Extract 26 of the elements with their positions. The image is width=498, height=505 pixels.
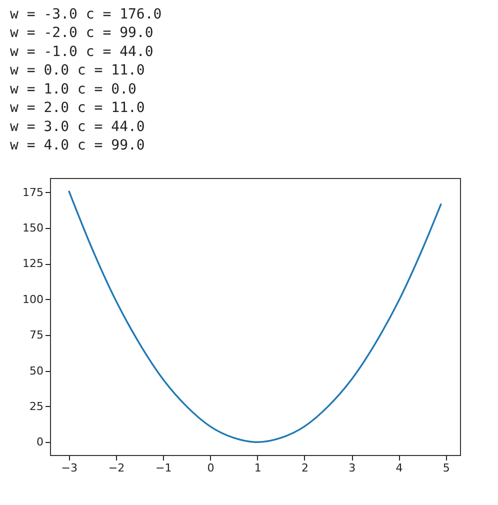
text: w = -1.0 c = 44.0	[10, 44, 154, 60]
x-tick-label: 5	[442, 462, 450, 474]
text: w = 4.0 c = 99.0	[10, 138, 145, 154]
x-tick-label: 0	[207, 462, 214, 474]
text: w = 3.0 c = 44.0	[10, 118, 145, 135]
x-tick-label: 2	[301, 462, 308, 474]
y-tick-label: 100	[22, 292, 44, 306]
y-tick-label: 50	[30, 364, 44, 378]
line-series	[68, 190, 442, 443]
y-tick-label: 125	[22, 257, 44, 270]
x-tick-label: 4	[396, 462, 403, 474]
x-tick-label: −2	[108, 462, 125, 474]
x-tick-label: −1	[155, 462, 172, 474]
x-tick-label: 3	[348, 462, 356, 474]
y-tick-label: 175	[22, 186, 44, 199]
x-tick-label: 1	[254, 462, 262, 474]
x-tick-label: −3	[61, 462, 78, 474]
text: w = 2.0 c = 11.0	[10, 100, 145, 116]
text: w = -3.0 c = 176.0	[10, 6, 162, 22]
text: w = 0.0 c = 11.0	[10, 62, 145, 79]
y-tick-label: 150	[22, 221, 44, 234]
text: w = -2.0 c = 99.0	[10, 25, 154, 42]
y-tick-label: 75	[30, 328, 44, 342]
text: w = 1.0 c = 0.0	[10, 81, 136, 98]
y-tick-label: 25	[30, 400, 44, 413]
y-tick-label: 0	[36, 436, 44, 449]
